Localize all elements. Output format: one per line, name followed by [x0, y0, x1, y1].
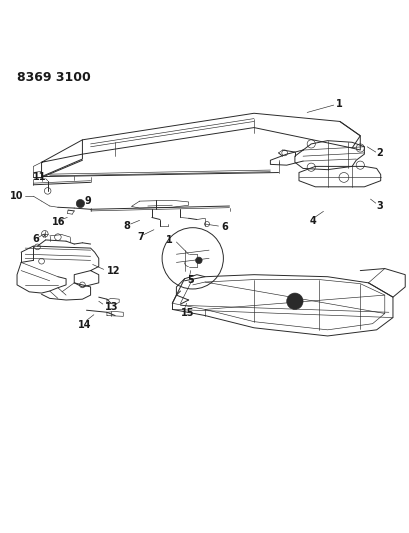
Text: 1: 1 [335, 99, 342, 109]
Text: 13: 13 [105, 302, 118, 312]
Text: 16: 16 [52, 217, 65, 227]
Text: 14: 14 [78, 319, 92, 329]
Text: 15: 15 [180, 308, 193, 318]
Text: 6: 6 [32, 234, 39, 244]
Text: 11: 11 [33, 172, 46, 182]
Text: 1: 1 [166, 235, 173, 245]
Circle shape [195, 257, 202, 264]
Circle shape [77, 201, 83, 206]
Text: 7: 7 [137, 232, 144, 241]
Text: 12: 12 [107, 265, 120, 276]
Text: 5: 5 [187, 274, 193, 285]
Circle shape [286, 293, 302, 309]
Text: 9: 9 [84, 196, 91, 206]
Text: 10: 10 [10, 191, 23, 201]
Text: 2: 2 [376, 148, 382, 158]
Text: 4: 4 [309, 216, 316, 226]
Text: 8369 3100: 8369 3100 [17, 71, 90, 84]
Text: 6: 6 [221, 222, 227, 232]
Text: 8: 8 [123, 221, 130, 231]
Circle shape [76, 199, 84, 208]
Text: 3: 3 [376, 201, 382, 211]
